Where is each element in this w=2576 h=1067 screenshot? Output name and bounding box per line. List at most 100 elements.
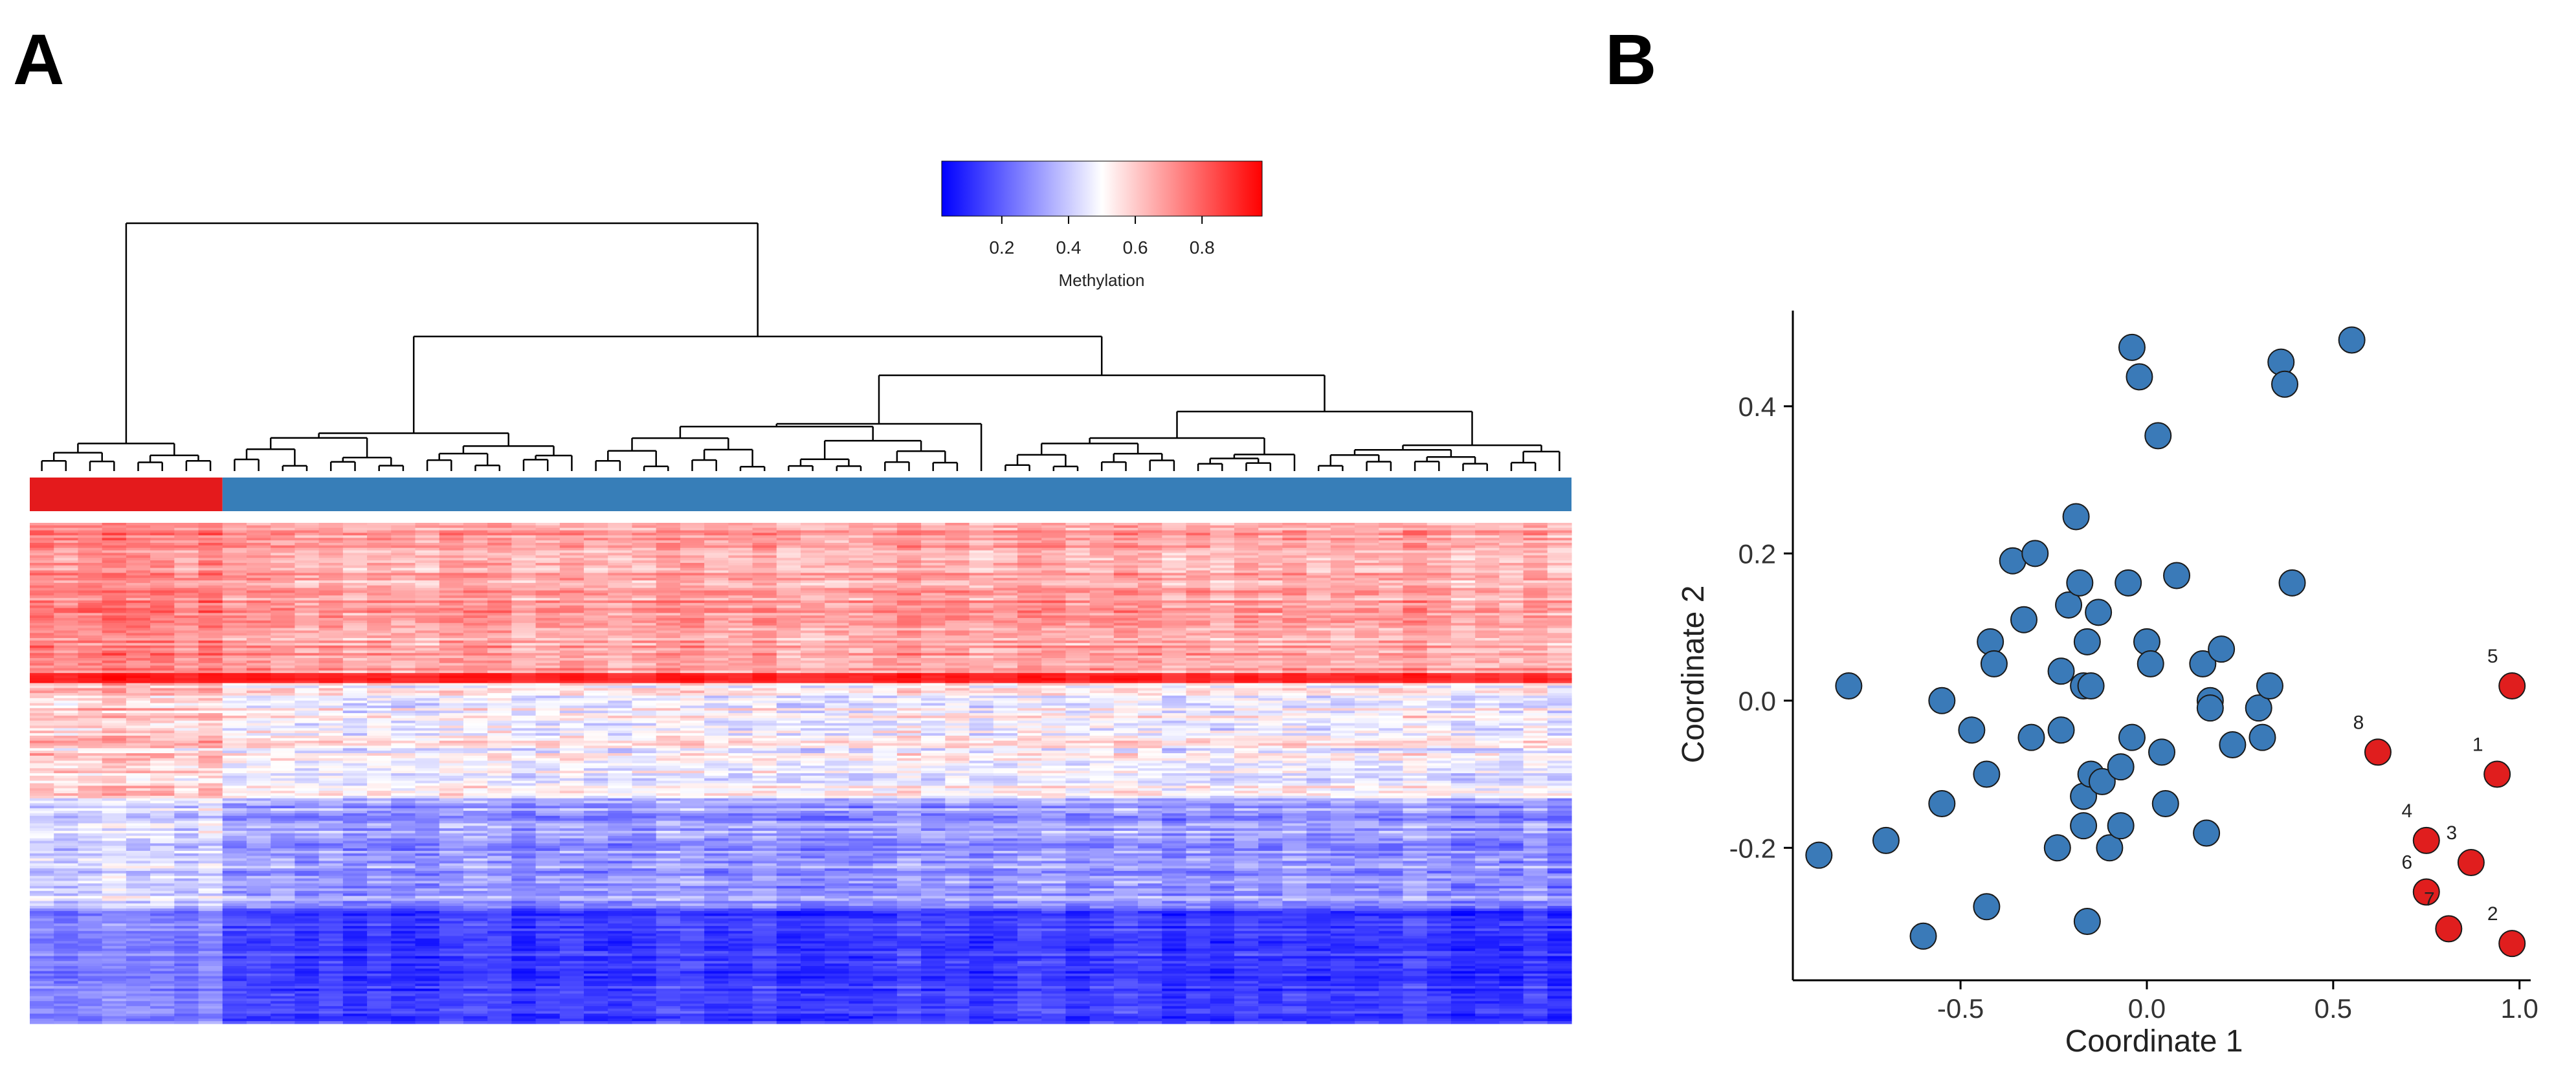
heatmap-cell	[535, 700, 561, 704]
heatmap-cell	[728, 582, 753, 586]
heatmap-cell	[1523, 700, 1548, 704]
heatmap-cell	[825, 598, 850, 601]
heatmap-cell	[656, 558, 681, 561]
heatmap-cell	[391, 585, 416, 589]
heatmap-cell	[872, 590, 898, 593]
heatmap-cell	[511, 657, 537, 661]
heatmap-cell	[1041, 688, 1067, 691]
heatmap-cell	[921, 527, 946, 531]
heatmap-cell	[1089, 680, 1115, 684]
heatmap-cell	[1017, 555, 1042, 558]
heatmap-cell	[801, 633, 825, 636]
heatmap-cell	[1041, 698, 1067, 701]
heatmap-cell	[872, 683, 898, 687]
heatmap-cell	[1306, 625, 1331, 629]
heatmap-cell	[294, 582, 320, 586]
heatmap-cell	[1210, 625, 1235, 629]
heatmap-cell	[632, 555, 657, 558]
heatmap-cell	[608, 567, 633, 571]
heatmap-cell	[680, 598, 705, 601]
heatmap-cell	[150, 558, 175, 561]
heatmap-cell	[271, 575, 296, 578]
heatmap-cell	[535, 635, 561, 639]
heatmap-cell	[656, 630, 681, 633]
heatmap-cell	[439, 625, 464, 629]
heatmap-cell	[318, 555, 344, 558]
heatmap-cell	[1162, 660, 1187, 664]
heatmap-cell	[584, 560, 608, 564]
heatmap-cell	[680, 698, 705, 701]
heatmap-cell	[367, 630, 392, 633]
heatmap-cell	[969, 635, 994, 639]
heatmap-cell	[969, 593, 994, 596]
heatmap-cell	[872, 575, 898, 578]
heatmap-cell	[1475, 602, 1500, 606]
heatmap-cell	[1499, 553, 1524, 556]
heatmap-cell	[150, 575, 175, 578]
heatmap-cell	[1450, 595, 1476, 599]
heatmap-cell	[1427, 685, 1452, 689]
heatmap-cell	[559, 622, 584, 626]
heatmap-cell	[825, 613, 850, 616]
heatmap-cell	[1065, 547, 1091, 551]
heatmap-cell	[1306, 593, 1331, 596]
heatmap-cell	[1523, 560, 1548, 564]
heatmap-cell	[849, 560, 874, 564]
heatmap-cell	[246, 545, 271, 549]
heatmap-cell	[511, 683, 537, 687]
heatmap-cell	[1041, 625, 1067, 629]
heatmap-cell	[1306, 618, 1331, 621]
heatmap-cell	[1355, 700, 1379, 704]
heatmap-cell	[222, 590, 247, 593]
heatmap-cell	[1355, 633, 1379, 636]
heatmap-cell	[294, 688, 320, 691]
heatmap-cell	[1162, 553, 1187, 556]
heatmap-cell	[896, 645, 922, 649]
heatmap-cell	[511, 705, 537, 709]
heatmap-cell	[1547, 635, 1572, 639]
heatmap-cell	[222, 630, 247, 633]
heatmap-cell	[294, 593, 320, 596]
heatmap-cell	[535, 657, 561, 661]
heatmap-cell	[872, 573, 898, 576]
heatmap-cell	[271, 542, 296, 546]
heatmap-cell	[511, 640, 537, 644]
heatmap-cell	[1330, 562, 1355, 566]
heatmap-cell	[102, 533, 127, 536]
heatmap-cell	[1379, 588, 1404, 591]
heatmap-cell	[1355, 608, 1379, 611]
heatmap-cell	[921, 653, 946, 656]
heatmap-cell	[102, 615, 127, 619]
heatmap-cell	[78, 593, 103, 596]
heatmap-cell	[415, 613, 440, 616]
heatmap-cell	[78, 562, 103, 566]
heatmap-cell	[993, 685, 1018, 689]
heatmap-cell	[1330, 560, 1355, 564]
heatmap-cell	[271, 588, 296, 591]
heatmap-cell	[463, 696, 488, 699]
heatmap-cell	[439, 615, 464, 619]
heatmap-cell	[1138, 696, 1162, 699]
heatmap-cell	[1041, 663, 1067, 666]
heatmap-cell	[198, 550, 223, 554]
heatmap-cell	[608, 610, 633, 613]
heatmap-cell	[728, 643, 753, 646]
heatmap-cell	[1403, 555, 1428, 558]
heatmap-cell	[1162, 578, 1187, 581]
heatmap-cell	[728, 670, 753, 674]
heatmap-cell	[1089, 673, 1115, 676]
heatmap-cell	[294, 570, 320, 573]
heatmap-cell	[1065, 650, 1091, 654]
heatmap-cell	[608, 688, 633, 691]
heatmap-cell	[1306, 530, 1331, 534]
heatmap-cell	[487, 527, 512, 531]
heatmap-cell	[1306, 580, 1331, 584]
heatmap-cell	[271, 593, 296, 596]
heatmap-cell	[872, 570, 898, 573]
heatmap-cell	[150, 615, 175, 619]
heatmap-cell	[776, 545, 801, 549]
heatmap-cell	[78, 525, 103, 529]
heatmap-cell	[559, 643, 584, 646]
heatmap-cell	[993, 598, 1018, 601]
